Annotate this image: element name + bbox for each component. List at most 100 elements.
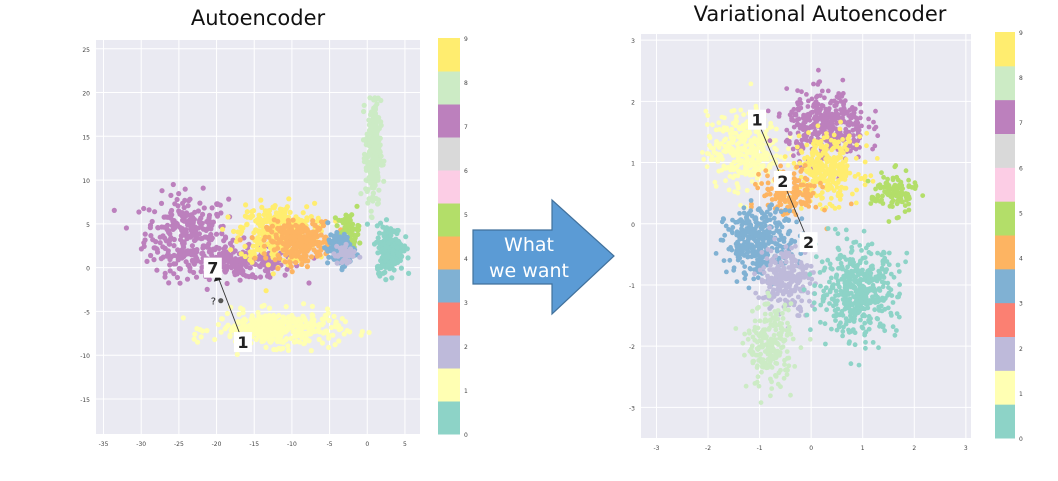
scatter-point xyxy=(843,158,848,164)
scatter-point xyxy=(791,153,796,159)
scatter-point xyxy=(778,209,784,215)
colorbar-segment xyxy=(995,201,1015,236)
scatter-point xyxy=(772,236,778,242)
scatter-point xyxy=(847,170,853,176)
digit-image-frame xyxy=(773,170,792,191)
scatter-point xyxy=(834,121,839,126)
scatter-point xyxy=(300,210,306,216)
scatter-point xyxy=(218,329,224,335)
scatter-point xyxy=(373,169,380,175)
scatter-point xyxy=(807,113,813,119)
scatter-point xyxy=(374,177,380,183)
scatter-point xyxy=(783,216,789,222)
scatter-point xyxy=(375,266,381,272)
scatter-point xyxy=(404,246,410,252)
scatter-point xyxy=(818,106,823,112)
scatter-point xyxy=(880,284,886,290)
scatter-point xyxy=(182,186,188,192)
scatter-point xyxy=(820,184,825,190)
scatter-point xyxy=(166,229,172,235)
scatter-point xyxy=(238,305,244,311)
scatter-point xyxy=(848,283,854,289)
scatter-point xyxy=(263,288,269,294)
scatter-point xyxy=(185,212,191,218)
scatter-point xyxy=(777,228,782,234)
scatter-point xyxy=(767,204,772,209)
scatter-point xyxy=(757,132,762,138)
scatter-point xyxy=(181,205,187,211)
scatter-point xyxy=(343,218,349,224)
scatter-point xyxy=(745,254,751,260)
scatter-point xyxy=(232,256,238,262)
scatter-point xyxy=(817,93,823,98)
scatter-point xyxy=(794,164,800,170)
scatter-point xyxy=(726,187,732,193)
scatter-point xyxy=(266,234,272,240)
scatter-point xyxy=(267,339,273,345)
scatter-point xyxy=(789,262,795,268)
scatter-point xyxy=(853,200,859,206)
scatter-point xyxy=(187,268,193,274)
scatter-point xyxy=(276,210,282,217)
scatter-point xyxy=(763,168,769,174)
scatter-point xyxy=(753,261,758,267)
arrow-label: What we want xyxy=(473,232,585,284)
scatter-point xyxy=(906,207,912,213)
colorbar-segment xyxy=(438,137,460,171)
scatter-point xyxy=(372,130,378,136)
scatter-point xyxy=(822,95,827,101)
scatter-point xyxy=(912,180,918,186)
scatter-point xyxy=(762,242,768,248)
scatter-point xyxy=(855,138,861,144)
scatter-point xyxy=(179,213,185,219)
scatter-point xyxy=(834,184,840,190)
scatter-point xyxy=(765,173,770,179)
scatter-point xyxy=(846,129,852,135)
scatter-point xyxy=(287,209,293,215)
scatter-point xyxy=(781,252,786,258)
scatter-point xyxy=(862,159,868,165)
scatter-point xyxy=(875,299,881,305)
scatter-point xyxy=(201,205,207,211)
scatter-point xyxy=(778,384,783,390)
scatter-point xyxy=(798,174,804,180)
scatter-point xyxy=(744,218,749,224)
scatter-point xyxy=(163,214,169,220)
scatter-point xyxy=(142,231,148,237)
scatter-point xyxy=(222,269,228,275)
scatter-point xyxy=(361,102,367,108)
scatter-point xyxy=(251,230,257,236)
scatter-point xyxy=(283,252,289,258)
scatter-point xyxy=(708,145,714,151)
scatter-point xyxy=(188,226,194,232)
scatter-point xyxy=(854,302,860,307)
scatter-point xyxy=(793,263,799,269)
scatter-point xyxy=(752,318,758,324)
scatter-point xyxy=(765,108,771,114)
scatter-point xyxy=(744,168,749,174)
scatter-point xyxy=(857,134,863,140)
scatter-point xyxy=(216,245,222,251)
scatter-point xyxy=(734,232,740,238)
scatter-point xyxy=(144,258,150,264)
scatter-point xyxy=(297,339,303,345)
scatter-point xyxy=(341,331,347,337)
scatter-point xyxy=(870,263,875,269)
scatter-point xyxy=(336,338,342,344)
scatter-point xyxy=(778,367,783,373)
scatter-point xyxy=(111,207,117,213)
scatter-point xyxy=(743,383,749,389)
scatter-point xyxy=(819,88,825,94)
scatter-point xyxy=(795,272,801,277)
scatter-point xyxy=(889,313,894,318)
question-mark-label: ? xyxy=(211,297,216,308)
scatter-point xyxy=(159,188,165,194)
scatter-point xyxy=(394,245,400,251)
scatter-point xyxy=(823,112,829,118)
scatter-point xyxy=(828,121,834,127)
scatter-point xyxy=(167,215,173,221)
scatter-point xyxy=(858,317,863,323)
scatter-point xyxy=(727,257,733,263)
colorbar-segment xyxy=(438,368,460,402)
scatter-point xyxy=(865,305,871,311)
